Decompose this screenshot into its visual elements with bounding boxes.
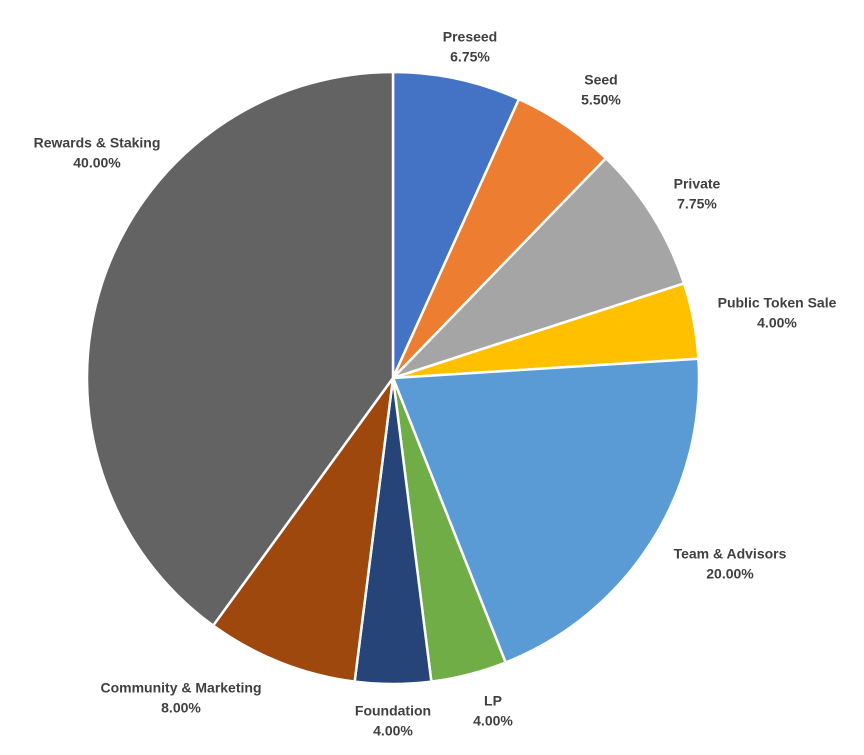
slice-label: Foundation	[355, 703, 431, 719]
slice-label: Community & Marketing	[100, 680, 261, 696]
pie-slice	[391, 70, 521, 379]
slice-value-label: 20.00%	[706, 566, 754, 582]
slice-label: Team & Advisors	[674, 546, 787, 562]
slice-label: Private	[674, 176, 721, 192]
slice-label: LP	[484, 693, 502, 709]
slice-value-label: 8.00%	[161, 700, 201, 716]
slice-value-label: 5.50%	[581, 92, 621, 108]
pie-slice	[391, 357, 701, 665]
slice-label: Public Token Sale	[718, 295, 837, 311]
slice-value-label: 4.00%	[373, 723, 413, 739]
pie-slice	[392, 156, 686, 380]
pie-slice	[85, 70, 395, 628]
slice-value-label: 4.00%	[757, 315, 797, 331]
slice-value-label: 40.00%	[73, 155, 121, 171]
slice-label: Seed	[584, 72, 617, 88]
slice-label: Preseed	[443, 29, 497, 45]
slice-value-label: 6.75%	[450, 49, 490, 65]
slice-value-label: 4.00%	[473, 713, 513, 729]
pie-slice	[211, 377, 395, 683]
slice-label: Rewards & Staking	[34, 135, 161, 151]
slice-value-label: 7.75%	[677, 196, 717, 212]
